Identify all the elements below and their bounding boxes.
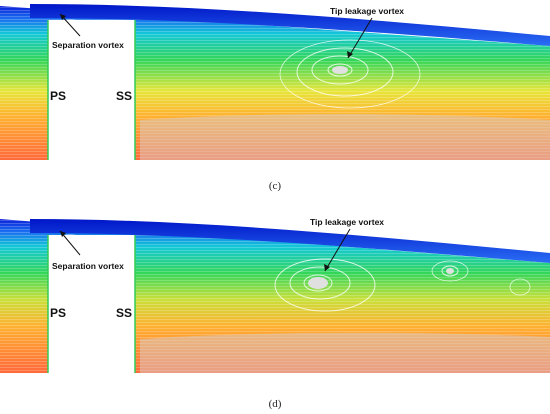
separation-vortex-label: Separation vortex [52,40,124,50]
wake-region [140,332,550,373]
tip-vortex-arrowhead [347,51,353,58]
tip-vortex-arrow [324,228,351,272]
secondary-vortex-core [446,268,454,274]
caption-c: (c) [268,180,282,192]
tip-gap-band [30,4,550,46]
pressure-side-label: PS [50,89,66,103]
streamline-plot-d: Tip leakage vortex Separation vortex PS … [0,217,550,373]
streamline-panel-c: Tip leakage vortex Separation vortex PS … [0,0,550,160]
streamline-panel-d: Tip leakage vortex Separation vortex PS … [0,213,550,373]
pressure-side-label: PS [50,306,66,320]
tip-leakage-vortex-label: Tip leakage vortex [330,6,404,16]
tip-vortex-arrowhead [324,264,330,271]
wake-region [140,114,550,160]
tip-leakage-vortex-rings [279,39,421,109]
streamline-plot-c: Tip leakage vortex Separation vortex PS … [0,4,550,160]
caption-d: (d) [268,398,282,410]
tip-gap-band [30,219,550,263]
blade-profile [48,235,135,373]
separation-vortex-arrowhead [60,231,66,237]
suction-side-label: SS [116,306,132,320]
blade-profile [48,20,135,160]
suction-side-label: SS [116,89,132,103]
tip-leakage-vortex-label: Tip leakage vortex [310,217,384,227]
tip-leakage-vortex-rings [274,258,531,312]
separation-vortex-label: Separation vortex [52,261,124,271]
vortex-core [308,277,328,289]
vortex-core [332,66,348,74]
separation-vortex-arrowhead [60,14,66,20]
tip-vortex-arrow [347,17,373,59]
